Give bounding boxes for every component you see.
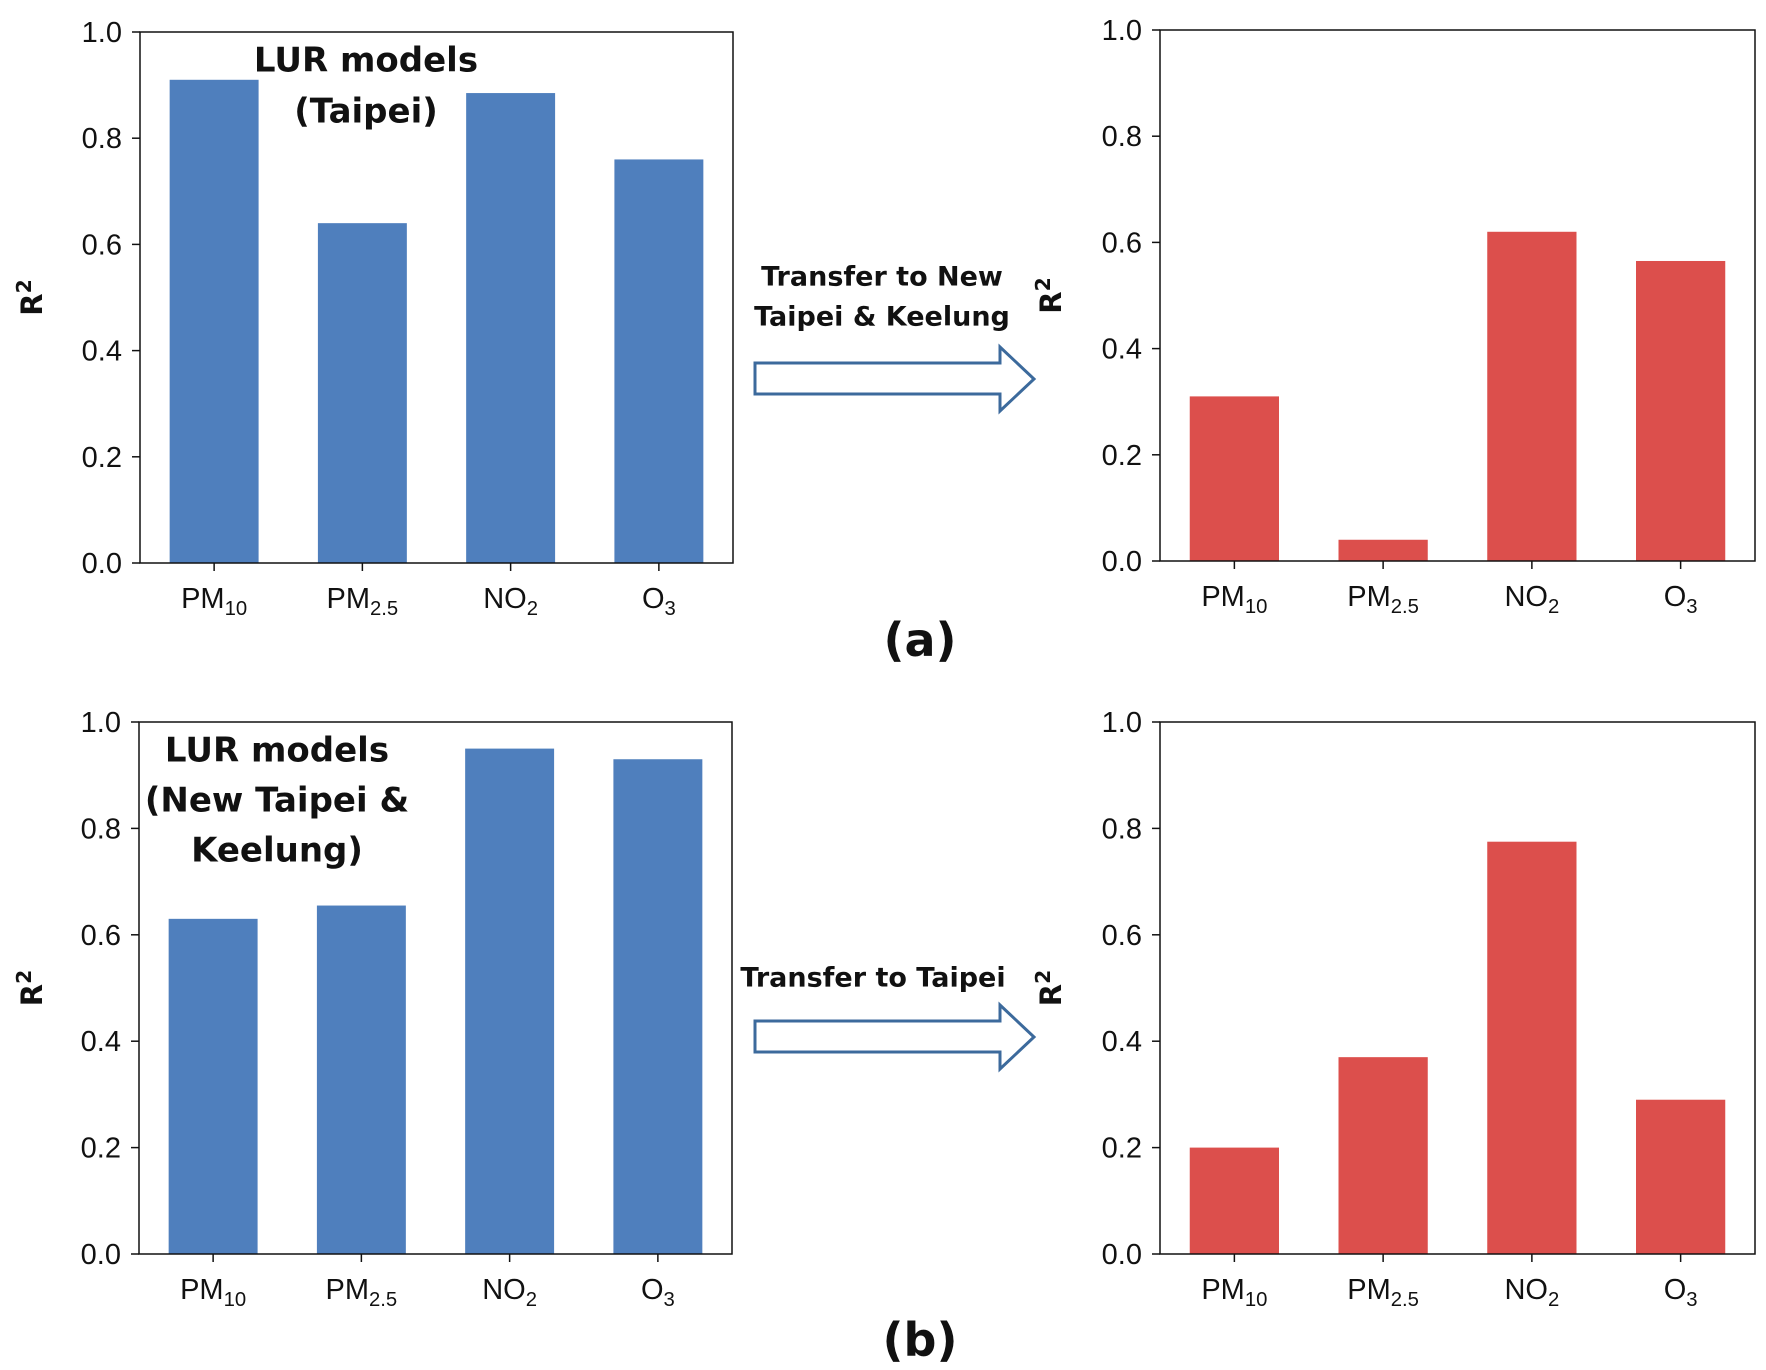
annotation: (Taipei) [294, 92, 438, 132]
x-tick-label: NO2 [1504, 1274, 1559, 1311]
y-tick-label: 0.4 [1102, 1026, 1142, 1058]
x-tick-label: NO2 [1504, 581, 1559, 618]
plot-frame [1159, 29, 1756, 562]
x-tick-label: O3 [1664, 1274, 1698, 1311]
x-tick-label: O3 [642, 583, 676, 620]
y-tick-label: 0.8 [81, 813, 121, 845]
x-tick-label: NO2 [483, 583, 538, 620]
y-tick-label: 0.2 [1102, 440, 1142, 472]
bar [1338, 1057, 1428, 1254]
x-tick-label: PM2.5 [1347, 1274, 1419, 1311]
panel-label: (b) [883, 1313, 958, 1367]
x-tick-label: O3 [641, 1274, 675, 1311]
y-tick-label: 0.2 [81, 1133, 121, 1165]
x-tick-label: PM2.5 [327, 583, 399, 620]
y-tick-label: 0.2 [82, 442, 122, 474]
bar [613, 759, 703, 1254]
bar [1487, 231, 1577, 561]
bar [1636, 260, 1726, 561]
bar [466, 93, 556, 563]
plot-frame [139, 31, 734, 564]
y-tick-label: 0.6 [82, 229, 122, 261]
bar [169, 79, 259, 563]
y-tick-label: 0.8 [82, 123, 122, 155]
y-tick-label: 1.0 [1102, 15, 1142, 47]
bar [1487, 841, 1577, 1254]
annotation: Transfer to New [761, 262, 1003, 293]
y-tick-label: 1.0 [81, 707, 121, 739]
panel-label: (a) [883, 613, 956, 667]
y-tick-label: 0.0 [82, 548, 122, 580]
plot-frame [138, 721, 733, 1255]
bar [168, 918, 258, 1254]
annotation: Transfer to Taipei [740, 963, 1005, 994]
y-tick-label: 0.0 [81, 1239, 121, 1271]
y-tick-label: 0.6 [1102, 227, 1142, 259]
x-tick-label: PM10 [1201, 1274, 1267, 1311]
y-tick-label: 0.6 [81, 920, 121, 952]
y-tick-label: 0.2 [1102, 1133, 1142, 1165]
bar [614, 159, 704, 563]
y-axis-label: R2 [11, 279, 49, 315]
y-axis-label: R2 [1030, 970, 1068, 1006]
bar [465, 748, 555, 1254]
bar [1189, 396, 1279, 561]
annotation: Keelung) [191, 831, 363, 871]
y-tick-label: 0.8 [1102, 813, 1142, 845]
bar [317, 223, 407, 563]
y-tick-label: 1.0 [82, 17, 122, 49]
x-tick-label: PM10 [1201, 581, 1267, 618]
bar [1338, 539, 1428, 561]
annotation: LUR models [254, 41, 478, 81]
y-tick-label: 0.0 [1102, 1239, 1142, 1271]
y-tick-label: 0.4 [1102, 334, 1142, 366]
annotation: LUR models [165, 731, 389, 771]
x-tick-label: PM10 [180, 1274, 246, 1311]
y-tick-label: 0.4 [82, 336, 122, 368]
y-tick-label: 0.4 [81, 1026, 121, 1058]
x-tick-label: PM10 [181, 583, 247, 620]
y-tick-label: 0.8 [1102, 121, 1142, 153]
y-tick-label: 1.0 [1102, 707, 1142, 739]
y-tick-label: 0.0 [1102, 546, 1142, 578]
y-axis-label: R2 [1030, 277, 1068, 313]
x-tick-label: O3 [1664, 581, 1698, 618]
transfer-arrow [753, 343, 1037, 415]
bar [316, 905, 406, 1254]
annotation: (New Taipei & [145, 781, 409, 821]
x-tick-label: PM2.5 [326, 1274, 398, 1311]
x-tick-label: NO2 [482, 1274, 537, 1311]
bar [1636, 1099, 1726, 1254]
x-tick-label: PM2.5 [1347, 581, 1419, 618]
annotation: Taipei & Keelung [754, 302, 1010, 333]
y-axis-label: R2 [11, 970, 49, 1006]
bar [1189, 1147, 1279, 1254]
y-tick-label: 0.6 [1102, 920, 1142, 952]
transfer-arrow [753, 1001, 1037, 1073]
plot-frame [1159, 721, 1756, 1255]
